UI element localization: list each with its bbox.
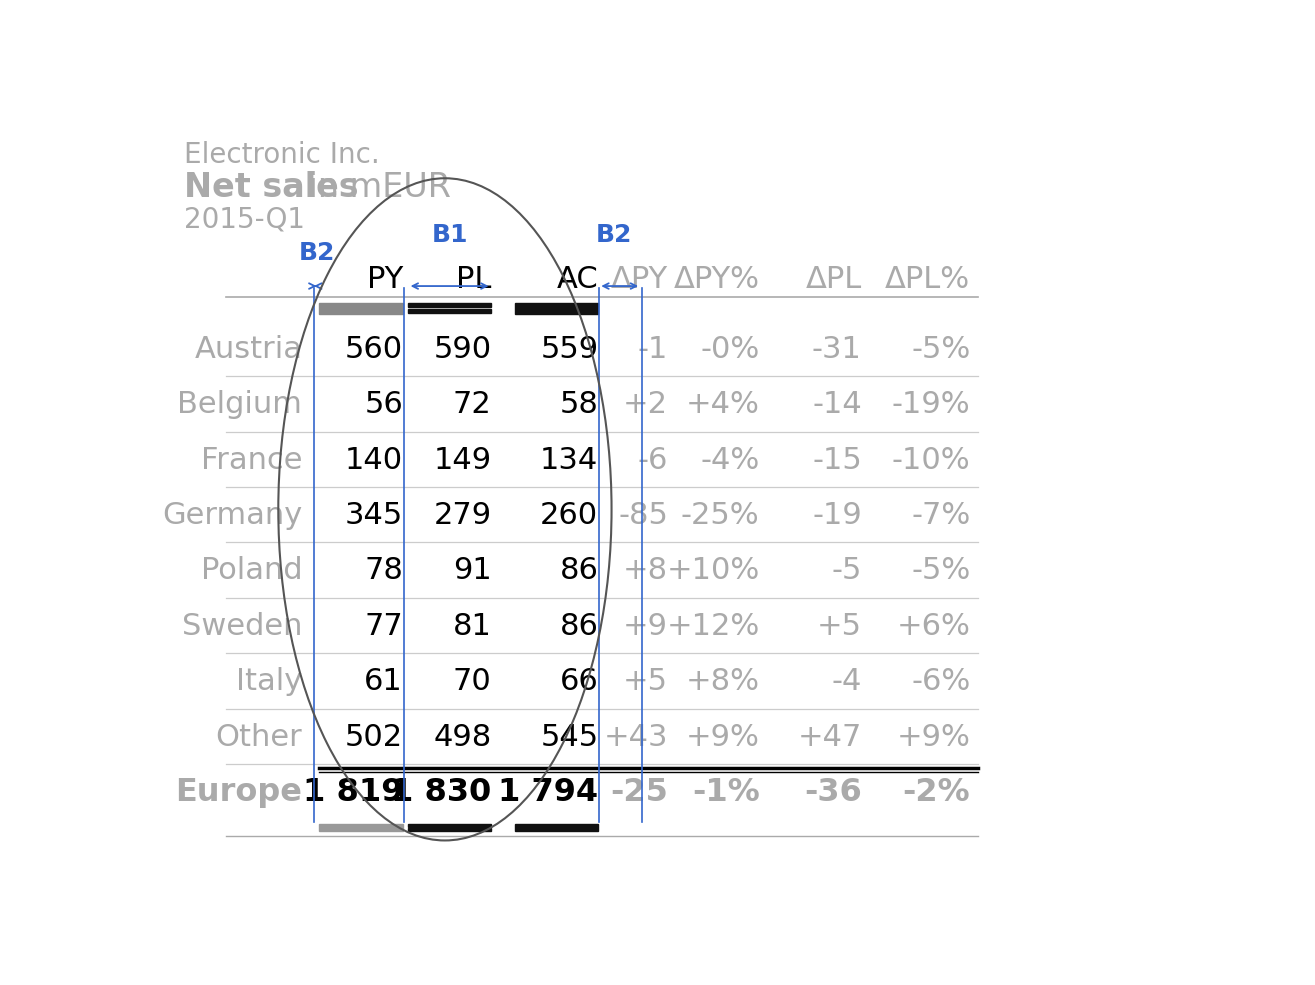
Text: -25: -25 bbox=[610, 777, 668, 809]
Text: 498: 498 bbox=[433, 723, 492, 752]
Text: +9%: +9% bbox=[897, 723, 970, 752]
Text: -0%: -0% bbox=[701, 335, 760, 363]
Text: -5%: -5% bbox=[911, 557, 970, 585]
Text: +2: +2 bbox=[623, 390, 668, 420]
Text: 560: 560 bbox=[345, 335, 404, 363]
Text: Austria: Austria bbox=[195, 335, 302, 363]
Text: ΔPL%: ΔPL% bbox=[885, 265, 970, 294]
Text: -6%: -6% bbox=[911, 668, 970, 696]
Text: 279: 279 bbox=[434, 501, 492, 530]
Bar bbox=[514, 823, 598, 831]
Text: 77: 77 bbox=[364, 612, 404, 641]
Text: -85: -85 bbox=[618, 501, 668, 530]
Text: -4%: -4% bbox=[701, 445, 760, 475]
Text: 1 819: 1 819 bbox=[302, 777, 404, 809]
Text: +10%: +10% bbox=[667, 557, 760, 585]
Text: Other: Other bbox=[216, 723, 302, 752]
Text: -1%: -1% bbox=[692, 777, 760, 809]
Text: 56: 56 bbox=[364, 390, 404, 420]
Text: 86: 86 bbox=[559, 557, 598, 585]
Text: -31: -31 bbox=[811, 335, 861, 363]
Text: 58: 58 bbox=[559, 390, 598, 420]
Text: +47: +47 bbox=[797, 723, 861, 752]
Text: ΔPY: ΔPY bbox=[611, 265, 668, 294]
Text: Belgium: Belgium bbox=[178, 390, 302, 420]
Text: +6%: +6% bbox=[897, 612, 970, 641]
Text: 66: 66 bbox=[560, 668, 598, 696]
Text: -36: -36 bbox=[805, 777, 861, 809]
Text: -2%: -2% bbox=[903, 777, 970, 809]
Text: PY: PY bbox=[367, 265, 404, 294]
Text: +8: +8 bbox=[623, 557, 668, 585]
Text: -19: -19 bbox=[813, 501, 861, 530]
Text: AC: AC bbox=[556, 265, 598, 294]
Text: 1 830: 1 830 bbox=[391, 777, 492, 809]
Text: +9: +9 bbox=[623, 612, 668, 641]
Text: 81: 81 bbox=[452, 612, 492, 641]
Text: 260: 260 bbox=[540, 501, 598, 530]
Text: +5: +5 bbox=[623, 668, 668, 696]
Bar bbox=[408, 828, 492, 831]
Text: 140: 140 bbox=[345, 445, 404, 475]
Text: 86: 86 bbox=[559, 612, 598, 641]
Text: 345: 345 bbox=[345, 501, 404, 530]
Text: Poland: Poland bbox=[201, 557, 302, 585]
Text: B2: B2 bbox=[299, 240, 335, 265]
Text: Europe: Europe bbox=[175, 777, 302, 809]
Text: Sweden: Sweden bbox=[181, 612, 302, 641]
Text: -15: -15 bbox=[813, 445, 861, 475]
Bar bbox=[320, 303, 404, 314]
Bar bbox=[514, 303, 598, 314]
Text: France: France bbox=[201, 445, 302, 475]
Text: -5%: -5% bbox=[911, 335, 970, 363]
Text: 78: 78 bbox=[364, 557, 404, 585]
Text: 134: 134 bbox=[540, 445, 598, 475]
Text: +12%: +12% bbox=[667, 612, 760, 641]
Text: Electronic Inc.: Electronic Inc. bbox=[184, 141, 380, 169]
Text: -14: -14 bbox=[813, 390, 861, 420]
Text: 559: 559 bbox=[540, 335, 598, 363]
Text: 1 794: 1 794 bbox=[498, 777, 598, 809]
Text: Italy: Italy bbox=[237, 668, 302, 696]
Text: +5: +5 bbox=[817, 612, 861, 641]
Text: -10%: -10% bbox=[892, 445, 970, 475]
Text: 61: 61 bbox=[364, 668, 404, 696]
Text: 590: 590 bbox=[434, 335, 492, 363]
Bar bbox=[320, 823, 404, 831]
Text: 2015-Q1: 2015-Q1 bbox=[184, 206, 305, 233]
Text: PL: PL bbox=[456, 265, 492, 294]
Text: +43: +43 bbox=[604, 723, 668, 752]
Text: -7%: -7% bbox=[911, 501, 970, 530]
Text: ΔPL: ΔPL bbox=[806, 265, 861, 294]
Text: 545: 545 bbox=[540, 723, 598, 752]
Text: +8%: +8% bbox=[685, 668, 760, 696]
Text: +4%: +4% bbox=[685, 390, 760, 420]
Text: B1: B1 bbox=[431, 223, 468, 247]
Text: -4: -4 bbox=[831, 668, 861, 696]
Text: 91: 91 bbox=[452, 557, 492, 585]
Text: 70: 70 bbox=[452, 668, 492, 696]
Text: 149: 149 bbox=[434, 445, 492, 475]
Text: 502: 502 bbox=[345, 723, 404, 752]
Text: ΔPY%: ΔPY% bbox=[673, 265, 760, 294]
Bar bbox=[408, 823, 492, 826]
Text: Germany: Germany bbox=[162, 501, 302, 530]
Text: -19%: -19% bbox=[892, 390, 970, 420]
Text: Net sales: Net sales bbox=[184, 171, 359, 204]
Text: -1: -1 bbox=[638, 335, 668, 363]
Text: B2: B2 bbox=[596, 223, 633, 247]
Text: +9%: +9% bbox=[685, 723, 760, 752]
Bar bbox=[408, 309, 492, 313]
Bar bbox=[408, 303, 492, 307]
Text: 72: 72 bbox=[452, 390, 492, 420]
Text: -6: -6 bbox=[638, 445, 668, 475]
Text: -5: -5 bbox=[831, 557, 861, 585]
Text: in mEUR: in mEUR bbox=[299, 171, 451, 204]
Text: -25%: -25% bbox=[681, 501, 760, 530]
